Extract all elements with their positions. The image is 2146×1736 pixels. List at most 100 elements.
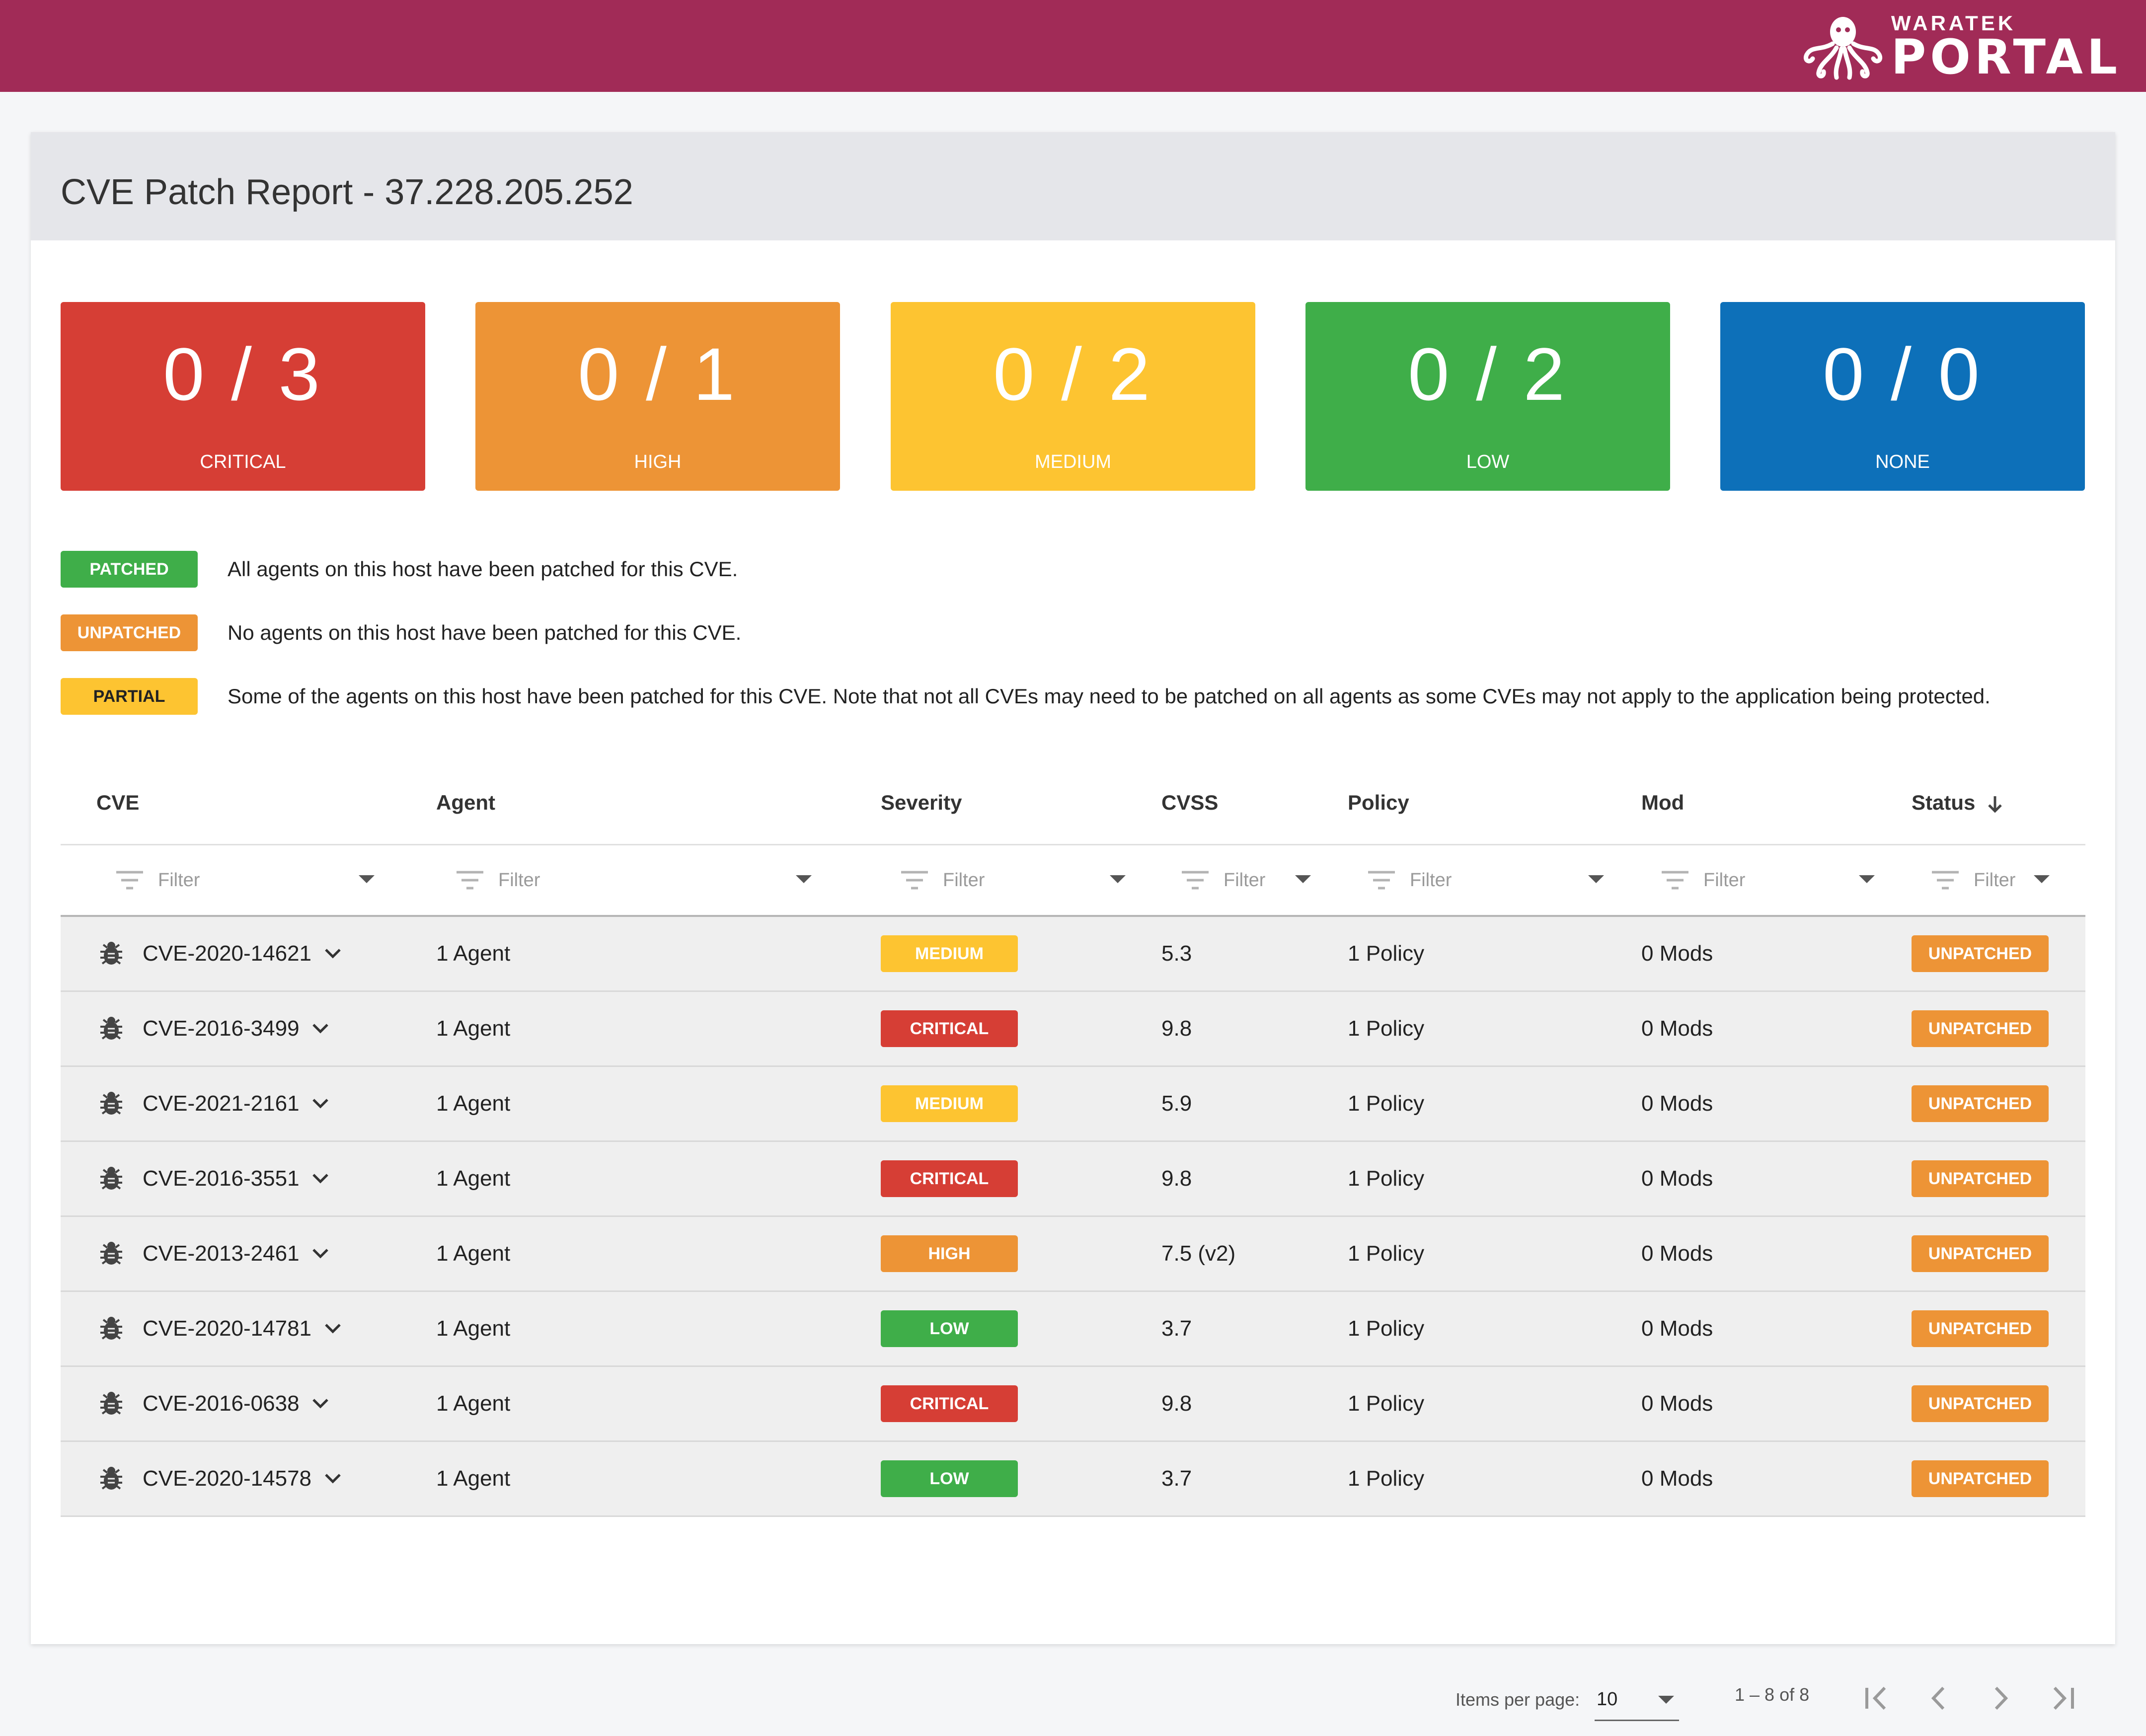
cvss-score: 9.8 — [1161, 1016, 1192, 1041]
bug-icon — [100, 1317, 122, 1340]
chevron-down-icon[interactable] — [310, 1096, 330, 1111]
items-per-page-value: 10 — [1597, 1689, 1618, 1710]
partial-badge: PARTIAL — [61, 678, 198, 715]
octopus-logo-icon — [1803, 17, 1882, 80]
column-filter-agent[interactable]: Filter — [456, 845, 540, 915]
policy-count[interactable]: 1 Policy — [1348, 1391, 1425, 1416]
mod-count[interactable]: 0 Mods — [1641, 1166, 1713, 1191]
policy-count[interactable]: 1 Policy — [1348, 941, 1425, 966]
chevron-down-icon[interactable] — [359, 875, 375, 883]
mod-count[interactable]: 0 Mods — [1641, 1241, 1713, 1266]
column-filter-mod[interactable]: Filter — [1661, 845, 1745, 915]
column-header-policy[interactable]: Policy — [1348, 791, 1409, 814]
status-header-label: Status — [1912, 791, 1976, 814]
column-header-status[interactable]: Status — [1912, 761, 2004, 844]
chevron-down-icon[interactable] — [310, 1396, 330, 1411]
chevron-down-icon[interactable] — [796, 875, 812, 883]
cvss-score: 9.8 — [1161, 1391, 1192, 1416]
legend-text: No agents on this host have been patched… — [228, 621, 742, 644]
table-row[interactable]: CVE-2016-3551 1 Agent CRITICAL 9.8 1 Policy 0… — [61, 1142, 2085, 1217]
filter-placeholder: Filter — [498, 869, 540, 891]
next-page-icon[interactable] — [1983, 1681, 2018, 1716]
cve-id: CVE-2020-14781 — [143, 1316, 312, 1341]
chevron-down-icon[interactable] — [1859, 875, 1875, 883]
column-filter-severity[interactable]: Filter — [900, 845, 985, 915]
agent-count[interactable]: 1 Agent — [436, 1466, 511, 1491]
column-header-mod[interactable]: Mod — [1641, 791, 1685, 814]
mod-count[interactable]: 0 Mods — [1641, 941, 1713, 966]
severity-badge: CRITICAL — [881, 1160, 1018, 1197]
chevron-down-icon[interactable] — [2034, 875, 2050, 883]
cve-id: CVE-2013-2461 — [143, 1241, 300, 1266]
chevron-down-icon[interactable] — [310, 1171, 330, 1186]
policy-count[interactable]: 1 Policy — [1348, 1241, 1425, 1266]
chevron-down-icon[interactable] — [310, 1246, 330, 1261]
mod-count[interactable]: 0 Mods — [1641, 1466, 1713, 1491]
cve-id: CVE-2021-2161 — [143, 1091, 300, 1116]
page-title: CVE Patch Report - 37.228.205.252 — [61, 172, 633, 212]
mod-count[interactable]: 0 Mods — [1641, 1016, 1713, 1041]
legend-text: Some of the agents on this host have bee… — [228, 684, 1991, 708]
agent-count[interactable]: 1 Agent — [436, 1166, 511, 1191]
chevron-down-icon[interactable] — [1588, 875, 1604, 883]
policy-count[interactable]: 1 Policy — [1348, 1166, 1425, 1191]
chevron-down-icon[interactable] — [323, 1321, 343, 1336]
chevron-down-icon[interactable] — [1110, 875, 1126, 883]
brand-small-text: WARATEK — [1891, 11, 2016, 35]
cve-id: CVE-2016-3499 — [143, 1016, 300, 1041]
chevron-down-icon[interactable] — [310, 1021, 330, 1036]
column-filter-cvss[interactable]: Filter — [1181, 845, 1265, 915]
filter-icon — [1662, 871, 1688, 890]
agent-count[interactable]: 1 Agent — [436, 1016, 511, 1041]
items-per-page-select[interactable]: 10 — [1595, 1678, 1679, 1721]
mod-count[interactable]: 0 Mods — [1641, 1391, 1713, 1416]
table-row[interactable]: CVE-2013-2461 1 Agent HIGH 7.5 (v2) 1 Policy… — [61, 1217, 2085, 1292]
column-header-severity[interactable]: Severity — [881, 791, 962, 814]
cve-id: CVE-2016-0638 — [143, 1391, 300, 1416]
chevron-down-icon[interactable] — [323, 1471, 343, 1486]
previous-page-icon[interactable] — [1921, 1681, 1956, 1716]
column-filter-cve[interactable]: Filter — [115, 845, 200, 915]
column-filter-status[interactable]: Filter — [1931, 845, 2015, 915]
cvss-score: 9.8 — [1161, 1166, 1192, 1191]
agent-count[interactable]: 1 Agent — [436, 1316, 511, 1341]
status-badge: UNPATCHED — [1912, 1085, 2049, 1122]
policy-count[interactable]: 1 Policy — [1348, 1016, 1425, 1041]
filter-row: Filter Filter Filter Filter Filter Filter Filt… — [61, 845, 2085, 917]
policy-count[interactable]: 1 Policy — [1348, 1316, 1425, 1341]
column-header-agent[interactable]: Agent — [436, 791, 495, 814]
tile-label: NONE — [1875, 452, 1930, 472]
column-header-cvss[interactable]: CVSS — [1161, 791, 1219, 814]
policy-count[interactable]: 1 Policy — [1348, 1466, 1425, 1491]
brand-logo[interactable]: WARATEK PORTAL — [1801, 11, 2121, 81]
table-row[interactable]: CVE-2021-2161 1 Agent MEDIUM 5.9 1 Policy 0 M… — [61, 1067, 2085, 1142]
chevron-down-icon[interactable] — [323, 946, 343, 961]
first-page-icon[interactable] — [1860, 1681, 1895, 1716]
summary-tile-critical: 0 / 3 CRITICAL — [61, 302, 425, 491]
agent-count[interactable]: 1 Agent — [436, 1391, 511, 1416]
last-page-icon[interactable] — [2045, 1681, 2079, 1716]
mod-count[interactable]: 0 Mods — [1641, 1091, 1713, 1116]
table-row[interactable]: CVE-2016-3499 1 Agent CRITICAL 9.8 1 Policy 0… — [61, 992, 2085, 1067]
table-row[interactable]: CVE-2020-14781 1 Agent LOW 3.7 1 Policy 0 Mod… — [61, 1292, 2085, 1367]
column-filter-policy[interactable]: Filter — [1367, 845, 1452, 915]
bug-icon — [100, 1167, 122, 1190]
agent-count[interactable]: 1 Agent — [436, 1241, 511, 1266]
table-row[interactable]: CVE-2016-0638 1 Agent CRITICAL 9.8 1 Policy 0… — [61, 1367, 2085, 1442]
column-header-cve[interactable]: CVE — [96, 791, 140, 814]
table-row[interactable]: CVE-2020-14578 1 Agent LOW 3.7 1 Policy 0 Mod… — [61, 1442, 2085, 1517]
status-badge: UNPATCHED — [1912, 1010, 2049, 1047]
filter-placeholder: Filter — [943, 869, 985, 891]
mod-count[interactable]: 0 Mods — [1641, 1316, 1713, 1341]
tile-label: LOW — [1466, 452, 1510, 472]
tile-label: HIGH — [634, 452, 682, 472]
agent-count[interactable]: 1 Agent — [436, 1091, 511, 1116]
policy-count[interactable]: 1 Policy — [1348, 1091, 1425, 1116]
filter-icon — [116, 871, 143, 890]
agent-count[interactable]: 1 Agent — [436, 941, 511, 966]
severity-badge: HIGH — [881, 1235, 1018, 1272]
table-row[interactable]: CVE-2020-14621 1 Agent MEDIUM 5.3 1 Policy 0 … — [61, 917, 2085, 992]
filter-placeholder: Filter — [1974, 869, 2016, 891]
chevron-down-icon[interactable] — [1295, 875, 1311, 883]
table-header: CVE Agent Severity CVSS Policy Mod Statu… — [61, 761, 2085, 845]
